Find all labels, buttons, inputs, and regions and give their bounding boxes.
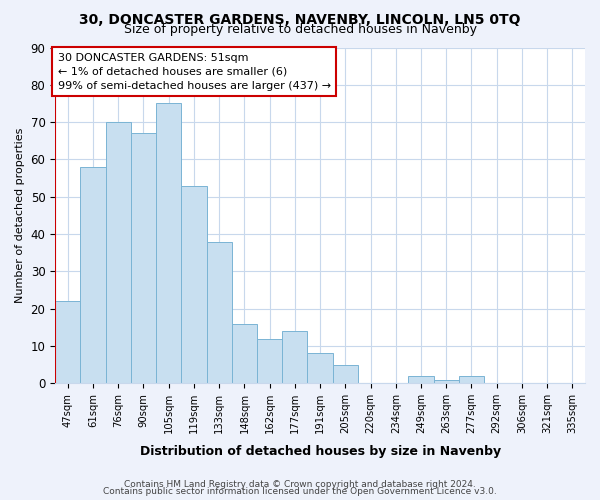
Bar — [181, 186, 206, 384]
Text: Size of property relative to detached houses in Navenby: Size of property relative to detached ho… — [124, 22, 476, 36]
Bar — [106, 122, 131, 384]
Bar — [434, 380, 459, 384]
Bar — [282, 331, 307, 384]
Y-axis label: Number of detached properties: Number of detached properties — [15, 128, 25, 303]
Text: 30 DONCASTER GARDENS: 51sqm
← 1% of detached houses are smaller (6)
99% of semi-: 30 DONCASTER GARDENS: 51sqm ← 1% of deta… — [58, 52, 331, 90]
Text: Contains HM Land Registry data © Crown copyright and database right 2024.: Contains HM Land Registry data © Crown c… — [124, 480, 476, 489]
Bar — [55, 301, 80, 384]
X-axis label: Distribution of detached houses by size in Navenby: Distribution of detached houses by size … — [140, 444, 500, 458]
Bar — [307, 354, 332, 384]
Bar — [156, 104, 181, 384]
Bar — [257, 338, 282, 384]
Bar — [206, 242, 232, 384]
Bar — [409, 376, 434, 384]
Bar — [232, 324, 257, 384]
Bar — [332, 364, 358, 384]
Bar — [80, 167, 106, 384]
Text: Contains public sector information licensed under the Open Government Licence v3: Contains public sector information licen… — [103, 487, 497, 496]
Text: 30, DONCASTER GARDENS, NAVENBY, LINCOLN, LN5 0TQ: 30, DONCASTER GARDENS, NAVENBY, LINCOLN,… — [79, 12, 521, 26]
Bar — [131, 134, 156, 384]
Bar — [459, 376, 484, 384]
